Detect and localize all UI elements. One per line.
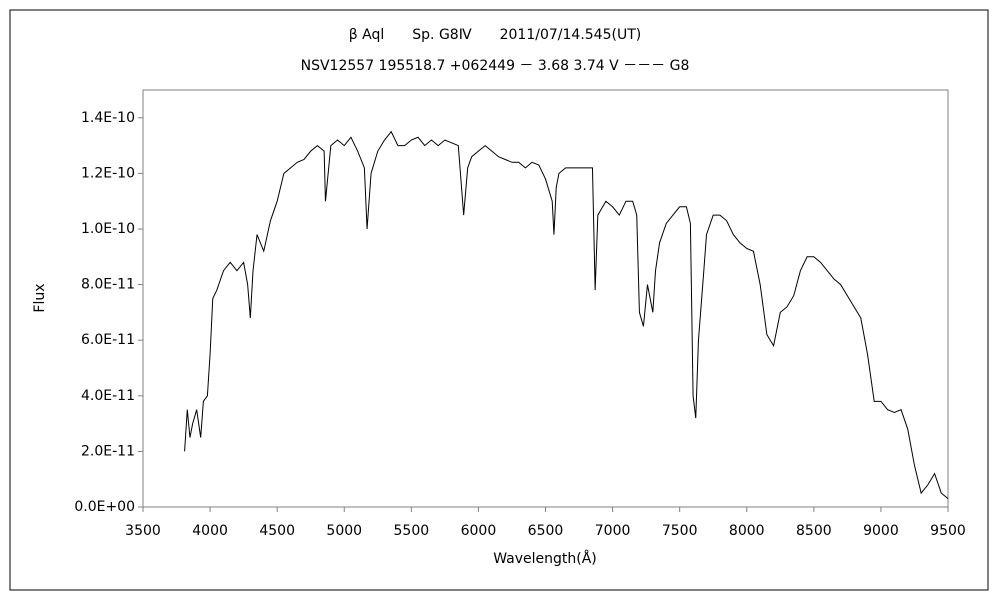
- x-tick-label: 4500: [259, 523, 295, 539]
- x-tick-label: 6500: [528, 523, 564, 539]
- spectrum-line: [184, 130, 949, 500]
- x-tick-label: 7000: [595, 523, 631, 539]
- y-tick-label: 1.2E-10: [81, 165, 135, 181]
- x-tick-label: 4000: [192, 523, 228, 539]
- y-tick-label: 6.0E-11: [81, 332, 135, 348]
- y-tick-label: 8.0E-11: [81, 277, 135, 293]
- x-tick-label: 9500: [930, 523, 966, 539]
- chart-title: β Aql Sp. G8Ⅳ 2011/07/14.545(UT): [349, 27, 641, 43]
- x-tick-label: 7500: [662, 523, 698, 539]
- chart-subtitle: NSV12557 195518.7 +062449 － 3.68 3.74 V …: [301, 58, 690, 74]
- y-tick-label: 2.0E-11: [81, 443, 135, 459]
- x-tick-label: 5500: [394, 523, 430, 539]
- plot-area: [142, 89, 949, 508]
- x-tick-label: 8500: [796, 523, 832, 539]
- x-tick-label: 3500: [125, 523, 161, 539]
- y-tick-label: 1.4E-10: [81, 110, 135, 126]
- y-axis-label: Flux: [32, 283, 48, 312]
- x-tick-label: 8000: [729, 523, 765, 539]
- y-tick-label: 4.0E-11: [81, 388, 135, 404]
- x-tick-label: 6000: [461, 523, 497, 539]
- y-tick-label: 1.0E-10: [81, 221, 135, 237]
- x-axis-label: Wavelength(Å): [493, 550, 597, 567]
- y-tick-label: 0.0E+00: [74, 499, 135, 515]
- x-tick-label: 5000: [326, 523, 362, 539]
- x-tick-label: 9000: [863, 523, 899, 539]
